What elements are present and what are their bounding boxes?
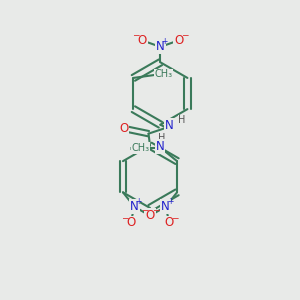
Text: −: − <box>141 206 148 215</box>
Text: −: − <box>172 213 179 222</box>
Text: N: N <box>156 140 164 153</box>
Text: N: N <box>165 119 174 132</box>
Text: N: N <box>130 200 139 213</box>
Text: −: − <box>132 31 140 40</box>
Text: methyl: methyl <box>129 146 148 151</box>
Text: O: O <box>146 209 155 222</box>
Text: O: O <box>126 217 135 230</box>
Text: H: H <box>158 133 166 143</box>
Text: O: O <box>145 209 154 222</box>
Text: O: O <box>165 217 174 230</box>
Text: −: − <box>181 31 188 40</box>
Text: +: + <box>162 37 168 46</box>
Text: O: O <box>174 34 184 47</box>
Text: H: H <box>178 115 185 125</box>
Text: O: O <box>119 122 128 135</box>
Text: CH₃: CH₃ <box>154 69 173 80</box>
Text: −: − <box>121 213 128 222</box>
Text: −: − <box>152 206 159 215</box>
Text: N: N <box>161 200 170 213</box>
Text: +: + <box>167 197 173 206</box>
Text: O: O <box>137 34 147 47</box>
Text: +: + <box>136 197 142 206</box>
Text: N: N <box>156 40 165 53</box>
Text: CH₃: CH₃ <box>131 143 149 153</box>
